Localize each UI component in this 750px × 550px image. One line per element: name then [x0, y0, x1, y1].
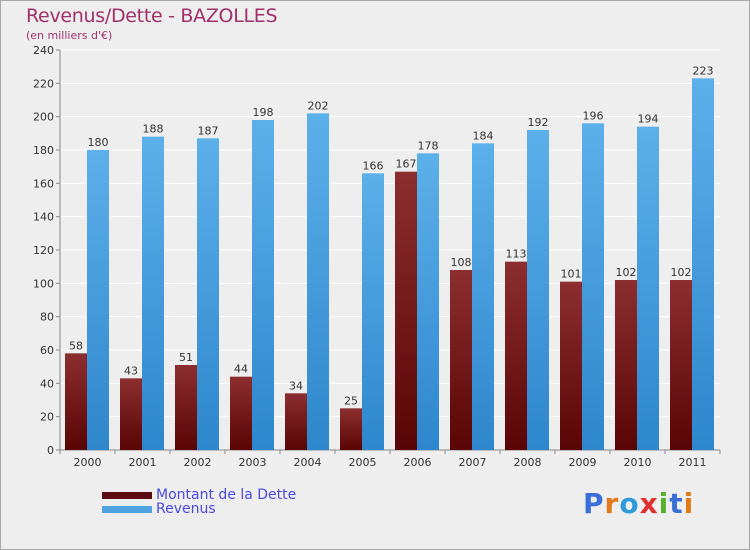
- y-tick-label: 60: [40, 344, 54, 357]
- logo-letter: i: [658, 487, 670, 520]
- x-tick-label: 2002: [184, 456, 212, 469]
- x-tick-label: 2009: [569, 456, 597, 469]
- legend-swatch-revenue: [102, 505, 152, 513]
- bar-debt: [285, 393, 307, 450]
- bar-debt: [615, 280, 637, 450]
- bar-debt: [230, 376, 252, 450]
- bar-revenue: [417, 153, 439, 451]
- y-tick-label: 100: [33, 277, 54, 290]
- x-tick-label: 2006: [404, 456, 432, 469]
- data-label-revenue: 180: [88, 136, 109, 149]
- legend-item-revenue: Revenus: [102, 502, 216, 516]
- x-tick-label: 2007: [459, 456, 487, 469]
- bar-revenue: [197, 138, 219, 451]
- bar-debt: [560, 281, 582, 450]
- logo-letter: t: [669, 487, 684, 520]
- x-tick-label: 2011: [679, 456, 707, 469]
- y-tick-label: 80: [40, 311, 54, 324]
- data-label-debt: 113: [506, 248, 527, 261]
- logo-letter: x: [639, 487, 659, 520]
- y-tick-label: 40: [40, 377, 54, 390]
- data-label-revenue: 187: [198, 124, 219, 137]
- data-label-debt: 51: [179, 351, 193, 364]
- y-tick-label: 180: [33, 144, 54, 157]
- data-label-revenue: 192: [528, 116, 549, 129]
- data-label-debt: 102: [671, 266, 692, 279]
- bar-debt: [340, 408, 362, 450]
- logo-letter: i: [683, 487, 695, 520]
- logo-letter: P: [583, 487, 605, 520]
- bar-debt: [670, 280, 692, 450]
- x-tick-label: 2005: [349, 456, 377, 469]
- data-label-debt: 44: [234, 363, 248, 376]
- data-label-debt: 58: [69, 339, 83, 352]
- bar-debt: [450, 270, 472, 450]
- bar-debt: [395, 171, 417, 450]
- bar-revenue: [582, 123, 604, 450]
- data-label-revenue: 198: [253, 106, 274, 119]
- y-tick-label: 140: [33, 211, 54, 224]
- bar-debt: [120, 378, 142, 450]
- data-label-revenue: 194: [638, 113, 659, 126]
- bar-debt: [175, 365, 197, 450]
- y-tick-label: 160: [33, 177, 54, 190]
- data-label-revenue: 178: [418, 139, 439, 152]
- y-tick-label: 0: [47, 444, 54, 457]
- data-label-revenue: 223: [693, 64, 714, 77]
- x-tick-label: 2000: [74, 456, 102, 469]
- bar-revenue: [527, 130, 549, 450]
- x-tick-label: 2010: [624, 456, 652, 469]
- data-label-revenue: 184: [473, 129, 494, 142]
- bar-revenue: [252, 120, 274, 450]
- data-label-debt: 167: [396, 158, 417, 171]
- data-label-debt: 43: [124, 364, 138, 377]
- data-label-debt: 102: [616, 266, 637, 279]
- data-label-debt: 34: [289, 379, 303, 392]
- chart-title: Revenus/Dette - BAZOLLES: [26, 5, 278, 27]
- x-tick-label: 2001: [129, 456, 157, 469]
- bar-revenue: [637, 126, 659, 451]
- data-label-revenue: 196: [583, 109, 604, 122]
- bar-revenue: [307, 113, 329, 450]
- data-label-debt: 25: [344, 394, 358, 407]
- legend-item-debt: Montant de la Dette: [102, 488, 296, 502]
- y-tick-label: 200: [33, 111, 54, 124]
- legend-label-debt: Montant de la Dette: [156, 487, 297, 503]
- bar-debt: [65, 353, 87, 450]
- bar-revenue: [692, 78, 714, 450]
- bar-revenue: [362, 173, 384, 451]
- data-label-debt: 101: [561, 268, 582, 281]
- data-label-revenue: 166: [363, 159, 384, 172]
- x-tick-label: 2008: [514, 456, 542, 469]
- x-tick-label: 2004: [294, 456, 322, 469]
- x-tick-label: 2003: [239, 456, 267, 469]
- chart-subtitle: (en milliers d'€): [26, 29, 113, 42]
- proxiti-logo: Proxiti: [583, 487, 694, 520]
- data-label-debt: 108: [451, 256, 472, 269]
- y-tick-label: 120: [33, 244, 54, 257]
- y-tick-label: 240: [33, 44, 54, 57]
- y-tick-label: 20: [40, 411, 54, 424]
- bar-debt: [505, 261, 527, 450]
- y-tick-label: 220: [33, 77, 54, 90]
- logo-letter: o: [619, 487, 640, 520]
- bar-revenue: [87, 150, 109, 450]
- data-label-revenue: 188: [143, 123, 164, 136]
- bar-revenue: [142, 136, 164, 450]
- bar-revenue: [472, 143, 494, 451]
- legend-swatch-debt: [102, 491, 152, 499]
- data-label-revenue: 202: [308, 99, 329, 112]
- logo-letter: r: [604, 487, 620, 520]
- legend-label-revenue: Revenus: [156, 501, 216, 517]
